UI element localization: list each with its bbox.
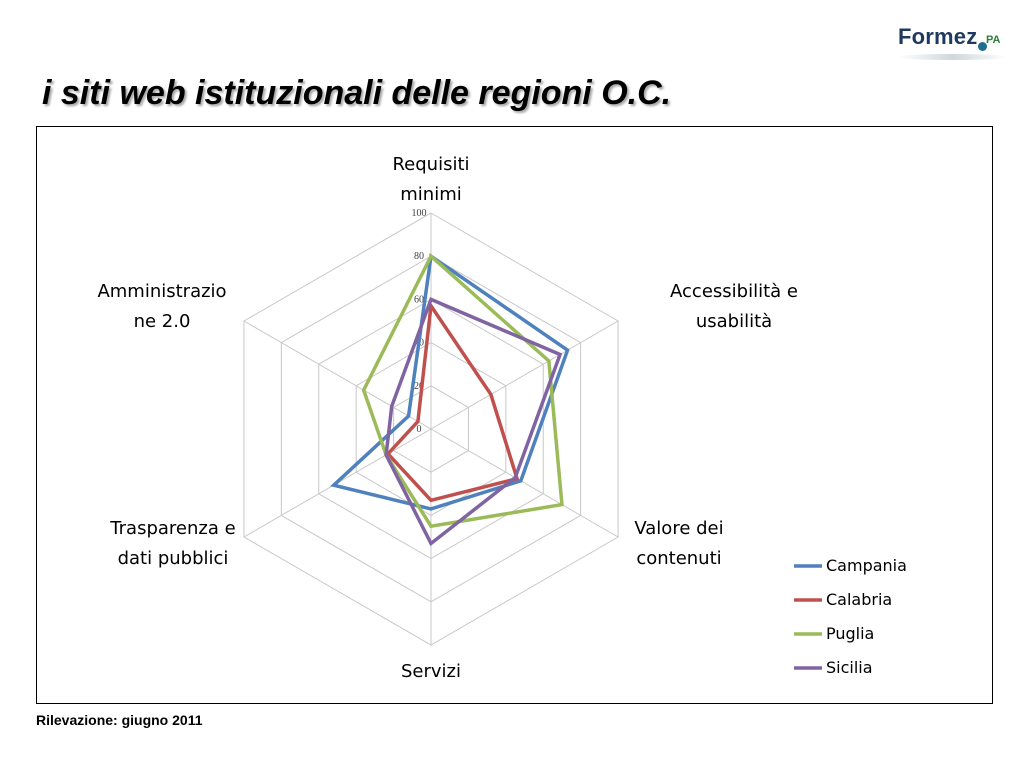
tick-label: 0: [417, 424, 422, 435]
series-line-calabria: [385, 300, 520, 503]
axis-label: minimi: [400, 184, 461, 205]
axis-label: Requisiti: [392, 154, 469, 175]
radar-chart: 020406080100RequisitiminimiAccessibilità…: [97, 154, 907, 682]
logo-dot-icon: [978, 42, 987, 51]
tick-label: 100: [412, 208, 427, 219]
legend-label: Puglia: [826, 624, 874, 643]
logo-text: Formez: [898, 24, 978, 49]
legend-label: Calabria: [826, 590, 892, 609]
logo-suffix: PA: [986, 34, 1001, 46]
logo-swoosh-icon: [898, 54, 1008, 60]
axis-label: Amministrazio: [97, 281, 226, 302]
axis-label: contenuti: [636, 548, 721, 569]
axis-spoke: [430, 428, 619, 538]
axis-label: ne 2.0: [134, 311, 191, 332]
axis-spoke: [430, 320, 619, 430]
tick-label: 80: [414, 251, 424, 262]
series-line-campania: [330, 253, 570, 511]
tick-label: 60: [414, 294, 424, 305]
axis-label: dati pubblici: [118, 548, 229, 569]
series-line-sicilia: [384, 297, 563, 547]
axis-label: usabilità: [696, 311, 772, 332]
axis-label: Servizi: [401, 661, 461, 682]
survey-date-note: Rilevazione: giugno 2011: [36, 712, 203, 728]
tick-label: 20: [414, 381, 424, 392]
formez-logo: Formez PA: [898, 24, 1010, 64]
axis-label: Trasparenza e: [109, 518, 235, 539]
chart-frame: 0 20 40 60 80 100 Requisiti minimi Accessibilità…: [36, 126, 993, 704]
axis-spoke: [243, 320, 432, 430]
legend-label: Campania: [826, 556, 907, 575]
page-title: i siti web istituzionali delle regioni O…: [42, 74, 672, 112]
axis-label: Valore dei: [634, 518, 723, 539]
legend-label: Sicilia: [826, 658, 873, 677]
axis-label: Accessibilità e: [670, 281, 798, 302]
series-line-puglia: [361, 253, 564, 529]
